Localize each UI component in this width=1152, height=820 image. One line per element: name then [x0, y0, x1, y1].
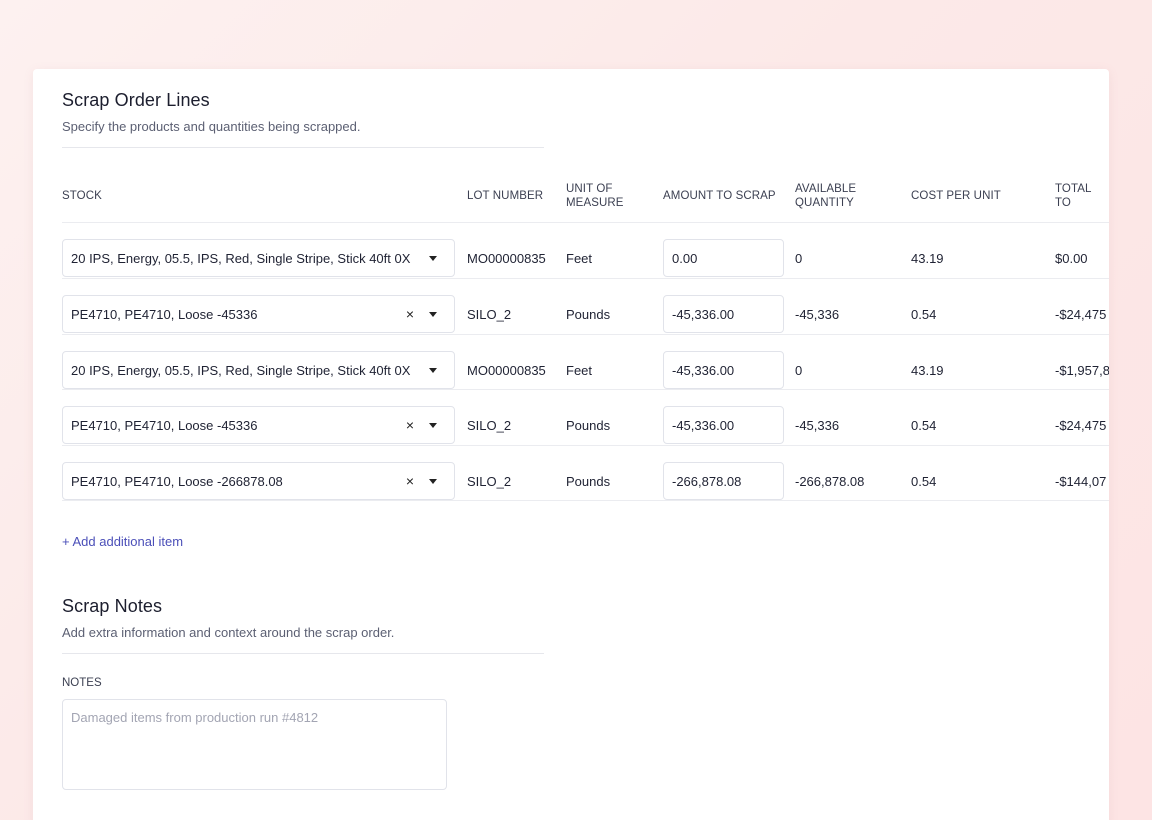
- amount-to-scrap-input[interactable]: -45,336.00: [663, 295, 784, 333]
- header-unit-of-measure-line1: UNIT OF: [566, 183, 613, 195]
- available-quantity: 0: [795, 362, 803, 378]
- total-value: -$1,957,8: [1055, 362, 1109, 378]
- table-row: PE4710, PE4710, Loose -45336 × SILO_2 Po…: [62, 389, 1109, 445]
- table-row: PE4710, PE4710, Loose -266878.08 × SILO_…: [62, 445, 1109, 501]
- chevron-down-icon[interactable]: [429, 255, 437, 261]
- table-row: 20 IPS, Energy, 05.5, IPS, Red, Single S…: [62, 222, 1109, 278]
- table-row: 20 IPS, Energy, 05.5, IPS, Red, Single S…: [62, 334, 1109, 390]
- total-value: -$144,07: [1055, 473, 1107, 489]
- available-quantity: -266,878.08: [795, 473, 865, 489]
- cost-per-unit: 0.54: [911, 473, 937, 489]
- available-quantity: -45,336: [795, 417, 840, 433]
- clear-icon[interactable]: ×: [405, 306, 415, 322]
- header-unit-of-measure: UNIT OF MEASURE: [566, 181, 624, 211]
- header-available-quantity-line2: QUANTITY: [795, 197, 854, 209]
- add-additional-item-link[interactable]: + Add additional item: [62, 534, 184, 549]
- unit-of-measure: Pounds: [566, 473, 611, 489]
- chevron-down-icon[interactable]: [429, 422, 437, 428]
- stock-select-value: PE4710, PE4710, Loose -266878.08: [71, 473, 283, 489]
- header-available-quantity-line1: AVAILABLE: [795, 183, 857, 195]
- chevron-down-icon[interactable]: [429, 367, 437, 373]
- stock-select[interactable]: PE4710, PE4710, Loose -266878.08 ×: [62, 462, 455, 500]
- notes-label: NOTES: [62, 677, 102, 689]
- stock-select-value: 20 IPS, Energy, 05.5, IPS, Red, Single S…: [71, 362, 411, 378]
- scrap-order-lines-title: Scrap Order Lines: [62, 90, 210, 110]
- total-value: -$24,475: [1055, 417, 1107, 433]
- amount-to-scrap-input[interactable]: -266,878.08: [663, 462, 784, 500]
- amount-to-scrap-input[interactable]: -45,336.00: [663, 406, 784, 444]
- amount-to-scrap-input[interactable]: 0.00: [663, 239, 784, 277]
- total-value: -$24,475: [1055, 306, 1107, 322]
- header-unit-of-measure-line2: MEASURE: [566, 197, 624, 209]
- scrap-notes-subtitle: Add extra information and context around…: [62, 625, 395, 640]
- lot-number: MO00000835: [467, 362, 546, 378]
- cost-per-unit: 43.19: [911, 362, 944, 378]
- lot-number: SILO_2: [467, 306, 512, 322]
- header-total: TOTAL TO: [1055, 183, 1092, 209]
- lot-number: SILO_2: [467, 473, 512, 489]
- amount-to-scrap-input[interactable]: -45,336.00: [663, 351, 784, 389]
- section-divider: [62, 653, 544, 654]
- clear-icon[interactable]: ×: [405, 473, 415, 489]
- unit-of-measure: Pounds: [566, 417, 611, 433]
- total-value: $0.00: [1055, 250, 1088, 266]
- scrap-notes-title: Scrap Notes: [62, 596, 163, 616]
- available-quantity: -45,336: [795, 306, 840, 322]
- lot-number: MO00000835: [467, 250, 546, 266]
- header-lot-number: LOT NUMBER: [467, 190, 544, 202]
- lot-number: SILO_2: [467, 417, 512, 433]
- stock-select-value: PE4710, PE4710, Loose -45336: [71, 306, 258, 322]
- header-cost-per-unit: COST PER UNIT: [911, 190, 1001, 202]
- stock-select[interactable]: PE4710, PE4710, Loose -45336 ×: [62, 406, 455, 444]
- header-amount-to-scrap: AMOUNT TO SCRAP: [663, 190, 776, 202]
- cost-per-unit: 0.54: [911, 306, 937, 322]
- cost-per-unit: 0.54: [911, 417, 937, 433]
- header-available-quantity: AVAILABLE QUANTITY: [795, 181, 856, 211]
- stock-select[interactable]: 20 IPS, Energy, 05.5, IPS, Red, Single S…: [62, 351, 455, 389]
- stock-select-value: 20 IPS, Energy, 05.5, IPS, Red, Single S…: [71, 250, 411, 266]
- clear-icon[interactable]: ×: [405, 417, 415, 433]
- cost-per-unit: 43.19: [911, 250, 944, 266]
- chevron-down-icon[interactable]: [429, 478, 437, 484]
- available-quantity: 0: [795, 250, 803, 266]
- unit-of-measure: Feet: [566, 250, 593, 266]
- chevron-down-icon[interactable]: [429, 311, 437, 317]
- table-row: PE4710, PE4710, Loose -45336 × SILO_2 Po…: [62, 278, 1109, 334]
- notes-textarea[interactable]: [62, 699, 447, 790]
- unit-of-measure: Pounds: [566, 306, 611, 322]
- unit-of-measure: Feet: [566, 362, 593, 378]
- scrap-order-lines-subtitle: Specify the products and quantities bein…: [62, 119, 361, 134]
- scrap-order-card: Scrap Order Lines Specify the products a…: [33, 69, 1109, 820]
- stock-select[interactable]: PE4710, PE4710, Loose -45336 ×: [62, 295, 455, 333]
- stock-select[interactable]: 20 IPS, Energy, 05.5, IPS, Red, Single S…: [62, 239, 455, 277]
- header-stock: STOCK: [62, 190, 102, 202]
- section-divider: [62, 147, 544, 148]
- stock-select-value: PE4710, PE4710, Loose -45336: [71, 417, 258, 433]
